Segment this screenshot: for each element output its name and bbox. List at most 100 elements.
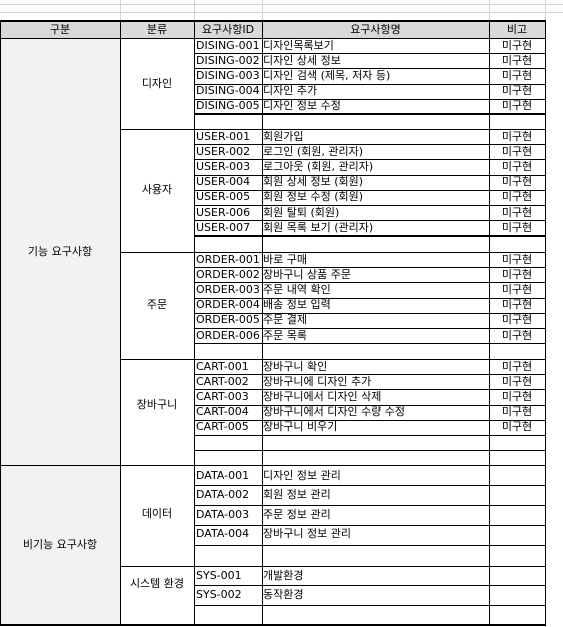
requirement-name: 회원 탈퇴 (회원) — [263, 206, 340, 219]
requirement-status: 미구현 — [501, 39, 533, 52]
table-border — [194, 605, 546, 606]
requirement-status: 미구현 — [501, 420, 533, 433]
table-border — [194, 343, 546, 344]
requirement-status: 미구현 — [501, 390, 533, 403]
table-border — [120, 359, 546, 360]
category-nonfunctional: 비기능 요구사항 — [22, 538, 98, 551]
requirement-name: 주문 내역 확인 — [263, 283, 331, 296]
requirement-name: 회원 정보 수정 (회원) — [263, 190, 364, 203]
table-border — [194, 435, 546, 436]
table-border — [0, 624, 546, 626]
table-border — [194, 205, 546, 206]
header-class: 분류 — [146, 23, 168, 36]
group-user: 사용자 — [141, 183, 173, 196]
requirement-id: DATA-004 — [196, 527, 250, 540]
requirement-id: ORDER-001 — [196, 253, 260, 266]
requirement-name: 장바구니 상품 주문 — [263, 268, 351, 281]
requirement-status: 미구현 — [501, 221, 533, 234]
grid-line — [262, 0, 263, 21]
requirement-name: 회원 목록 보기 (관리자) — [263, 221, 374, 234]
grid-line — [0, 4, 563, 5]
requirement-status: 미구현 — [501, 99, 533, 112]
requirement-name: 배송 정보 입력 — [263, 298, 331, 311]
requirement-id: DATA-002 — [196, 488, 250, 501]
requirement-id: CART-004 — [196, 405, 249, 418]
requirement-id: ORDER-003 — [196, 283, 260, 296]
group-design: 디자인 — [141, 77, 173, 90]
requirement-status: 미구현 — [501, 175, 533, 188]
requirement-id: USER-003 — [196, 160, 251, 173]
requirement-id: USER-007 — [196, 221, 251, 234]
requirement-name: 장바구니 비우기 — [263, 420, 338, 433]
table-border — [120, 20, 121, 625]
table-border — [194, 420, 546, 421]
requirement-name: 디자인목록보기 — [263, 39, 334, 52]
category-nonfunctional-cell — [0, 465, 120, 624]
table-border — [194, 313, 546, 314]
table-border — [194, 389, 546, 390]
requirement-status: 미구현 — [501, 375, 533, 388]
header-category: 구분 — [49, 23, 71, 36]
requirement-name: 주문 결제 — [263, 313, 307, 326]
table-border — [120, 252, 546, 253]
requirement-name: 장바구니에 디자인 추가 — [263, 375, 372, 388]
table-border — [0, 20, 1, 625]
table-border — [194, 84, 546, 85]
requirement-id: CART-005 — [196, 420, 249, 433]
requirement-status: 미구현 — [501, 283, 533, 296]
table-border — [489, 20, 490, 625]
requirement-name: 디자인 정보 관리 — [263, 469, 341, 482]
table-border — [194, 144, 546, 145]
table-border — [194, 220, 546, 221]
table-border — [194, 235, 546, 236]
table-border — [194, 20, 195, 625]
requirement-name: 디자인 추가 — [263, 84, 318, 97]
header-id: 요구사항ID — [201, 23, 255, 36]
requirement-status: 미구현 — [501, 145, 533, 158]
requirement-id: USER-002 — [196, 145, 251, 158]
requirement-id: CART-001 — [196, 360, 249, 373]
table-border — [194, 505, 546, 506]
table-border — [194, 328, 546, 329]
requirement-id: SYS-002 — [196, 588, 242, 601]
table-border — [194, 53, 546, 54]
grid-line — [489, 0, 490, 21]
table-border — [194, 545, 546, 546]
requirement-id: SYS-001 — [196, 569, 242, 582]
requirement-id: ORDER-005 — [196, 313, 260, 326]
group-order: 주문 — [146, 298, 168, 311]
requirement-status: 미구현 — [501, 253, 533, 266]
requirement-id: USER-004 — [196, 175, 251, 188]
header-row — [0, 21, 545, 39]
requirement-status: 미구현 — [501, 84, 533, 97]
requirement-name: 디자인 검색 (제목, 저자 등) — [263, 69, 391, 82]
requirement-name: 회원가입 — [263, 130, 304, 143]
requirement-name: 동작환경 — [263, 588, 304, 601]
category-functional-cell — [0, 39, 120, 465]
table-border — [194, 450, 546, 451]
table-border — [194, 159, 546, 160]
group-system: 시스템 환경 — [129, 577, 185, 590]
table-border — [194, 114, 546, 115]
table-border — [194, 405, 546, 406]
requirement-name: 바로 구매 — [263, 253, 307, 266]
table-border — [194, 374, 546, 375]
header-note: 비고 — [506, 23, 528, 36]
requirement-status: 미구현 — [501, 206, 533, 219]
requirement-status: 미구현 — [501, 54, 533, 67]
requirement-id: DISING-004 — [196, 84, 260, 97]
requirement-id: CART-003 — [196, 390, 249, 403]
requirement-id: DATA-001 — [196, 469, 250, 482]
table-border — [194, 236, 546, 237]
requirement-name: 로그인 (회원, 관리자) — [263, 145, 364, 158]
requirement-name: 장바구니 정보 관리 — [263, 527, 351, 540]
group-data: 데이터 — [141, 507, 173, 520]
requirement-status: 미구현 — [501, 160, 533, 173]
table-border — [545, 20, 546, 625]
table-border — [194, 267, 546, 268]
table-border — [194, 68, 546, 69]
requirement-status: 미구현 — [501, 329, 533, 342]
requirement-name: 회원 정보 관리 — [263, 488, 331, 501]
requirement-id: CART-002 — [196, 375, 249, 388]
requirement-name: 디자인 정보 수정 — [263, 99, 341, 112]
